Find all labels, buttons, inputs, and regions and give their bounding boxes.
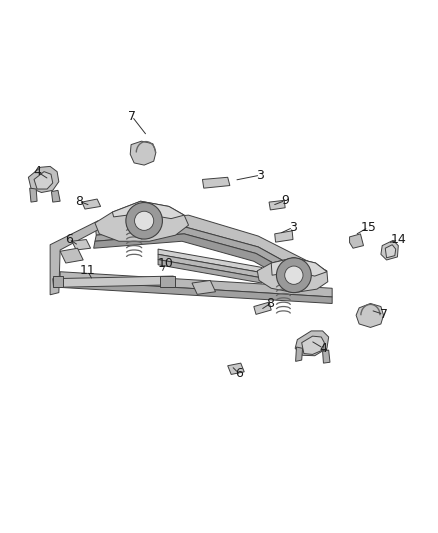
Polygon shape <box>30 188 37 202</box>
Text: 7: 7 <box>379 308 388 321</box>
Text: 4: 4 <box>319 342 327 355</box>
Text: 6: 6 <box>65 232 73 246</box>
Polygon shape <box>50 221 107 295</box>
Polygon shape <box>228 363 244 375</box>
Polygon shape <box>82 199 101 209</box>
Polygon shape <box>113 201 184 219</box>
Polygon shape <box>158 260 261 283</box>
Polygon shape <box>95 201 188 241</box>
Text: 8: 8 <box>266 297 274 310</box>
Text: 11: 11 <box>80 264 95 277</box>
Polygon shape <box>192 280 215 294</box>
Text: 8: 8 <box>75 195 83 208</box>
Polygon shape <box>202 177 230 188</box>
Polygon shape <box>302 336 324 354</box>
Circle shape <box>126 203 162 239</box>
Text: 14: 14 <box>390 233 406 246</box>
Polygon shape <box>60 272 332 297</box>
Polygon shape <box>158 254 261 278</box>
Polygon shape <box>60 248 83 263</box>
Text: 6: 6 <box>235 367 243 379</box>
Text: 7: 7 <box>128 110 136 123</box>
Circle shape <box>285 266 303 284</box>
Polygon shape <box>275 231 293 242</box>
Polygon shape <box>53 276 175 287</box>
Circle shape <box>134 211 154 230</box>
Text: 4: 4 <box>33 165 41 178</box>
Polygon shape <box>94 234 318 296</box>
Polygon shape <box>160 276 175 287</box>
Polygon shape <box>72 239 91 250</box>
Polygon shape <box>381 240 398 260</box>
Polygon shape <box>51 190 60 202</box>
Polygon shape <box>295 331 328 356</box>
Polygon shape <box>269 200 285 210</box>
Polygon shape <box>254 302 271 314</box>
Polygon shape <box>271 258 327 276</box>
Polygon shape <box>95 228 321 288</box>
Polygon shape <box>130 141 156 165</box>
Polygon shape <box>95 215 327 282</box>
Text: 9: 9 <box>282 194 290 207</box>
Text: 3: 3 <box>289 221 297 234</box>
Polygon shape <box>356 303 384 327</box>
Polygon shape <box>53 276 63 287</box>
Circle shape <box>276 258 311 293</box>
Text: 10: 10 <box>158 256 174 270</box>
Text: 3: 3 <box>256 168 264 182</box>
Polygon shape <box>350 234 364 248</box>
Polygon shape <box>257 258 328 293</box>
Polygon shape <box>385 245 396 258</box>
Polygon shape <box>34 172 53 189</box>
Polygon shape <box>158 249 261 272</box>
Polygon shape <box>28 166 59 192</box>
Polygon shape <box>296 347 303 361</box>
Polygon shape <box>60 280 332 303</box>
Text: 15: 15 <box>360 221 376 234</box>
Polygon shape <box>322 350 330 363</box>
